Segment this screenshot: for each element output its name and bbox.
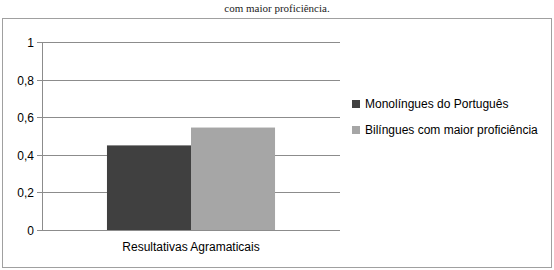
chart: com maior proficiência. 0 0,2 0,4 0,6 0,8 1 Res…	[0, 0, 554, 270]
legend-swatch	[352, 100, 360, 108]
grid-line	[42, 42, 340, 43]
tick-label: 0,4	[17, 149, 34, 163]
legend-line: Bilíngues com maior proficiência	[365, 123, 538, 137]
legend-line: Monolíngues do Português	[365, 97, 508, 111]
tick-mark	[37, 80, 42, 81]
legend-swatch	[352, 126, 360, 134]
legend-label: Bilíngues com maior proficiência	[365, 123, 538, 137]
bars	[107, 128, 275, 230]
tick-mark	[37, 192, 42, 193]
bar	[191, 128, 275, 230]
tick-label: 0	[27, 224, 34, 238]
tick-label: 1	[27, 36, 34, 50]
tick-mark	[37, 230, 42, 231]
tick-label: 0,8	[17, 74, 34, 88]
bar	[107, 145, 191, 230]
grid-line	[42, 80, 340, 81]
y-axis	[42, 42, 43, 230]
grid-line	[42, 117, 340, 118]
frame	[3, 19, 552, 268]
tick-label: 0,2	[17, 186, 34, 200]
title: com maior proficiência.	[224, 2, 330, 14]
tick-mark	[37, 117, 42, 118]
category-label: Resultativas Agramaticais	[122, 240, 259, 254]
legend-label: Monolíngues do Português	[365, 97, 508, 111]
tick-mark	[37, 155, 42, 156]
tick-label: 0,6	[17, 111, 34, 125]
grid-line	[42, 230, 340, 231]
tick-mark	[37, 42, 42, 43]
x-axis	[42, 230, 340, 231]
